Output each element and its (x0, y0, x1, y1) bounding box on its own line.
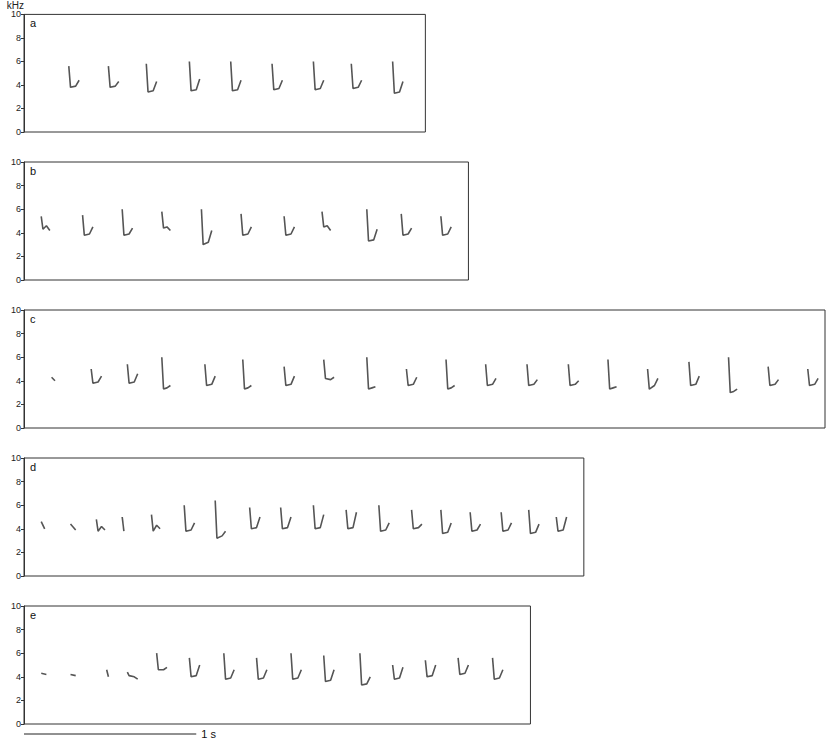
svg-text:10: 10 (11, 157, 21, 167)
svg-text:0: 0 (16, 719, 21, 729)
svg-text:2: 2 (16, 399, 21, 409)
svg-text:8: 8 (16, 625, 21, 635)
svg-text:6: 6 (16, 204, 21, 214)
svg-text:10: 10 (11, 9, 21, 19)
svg-text:10: 10 (11, 601, 21, 611)
svg-text:4: 4 (16, 672, 21, 682)
svg-text:6: 6 (16, 352, 21, 362)
svg-text:6: 6 (16, 56, 21, 66)
svg-text:2: 2 (16, 547, 21, 557)
svg-text:6: 6 (16, 500, 21, 510)
svg-text:4: 4 (16, 228, 21, 238)
svg-text:10: 10 (11, 453, 21, 463)
svg-text:10: 10 (11, 305, 21, 315)
svg-text:a: a (30, 17, 37, 29)
svg-text:8: 8 (16, 33, 21, 43)
svg-text:6: 6 (16, 648, 21, 658)
svg-text:8: 8 (16, 477, 21, 487)
svg-text:b: b (30, 165, 36, 177)
svg-text:0: 0 (16, 571, 21, 581)
svg-text:0: 0 (16, 275, 21, 285)
svg-text:0: 0 (16, 127, 21, 137)
svg-text:0: 0 (16, 423, 21, 433)
svg-text:8: 8 (16, 181, 21, 191)
svg-text:e: e (30, 609, 36, 621)
svg-text:2: 2 (16, 103, 21, 113)
svg-text:4: 4 (16, 524, 21, 534)
svg-text:4: 4 (16, 376, 21, 386)
svg-text:1 s: 1 s (201, 728, 216, 740)
svg-text:2: 2 (16, 251, 21, 261)
svg-text:kHz: kHz (6, 0, 24, 11)
svg-text:2: 2 (16, 695, 21, 705)
svg-text:d: d (30, 461, 36, 473)
svg-text:8: 8 (16, 329, 21, 339)
svg-text:c: c (30, 313, 36, 325)
svg-text:4: 4 (16, 80, 21, 90)
